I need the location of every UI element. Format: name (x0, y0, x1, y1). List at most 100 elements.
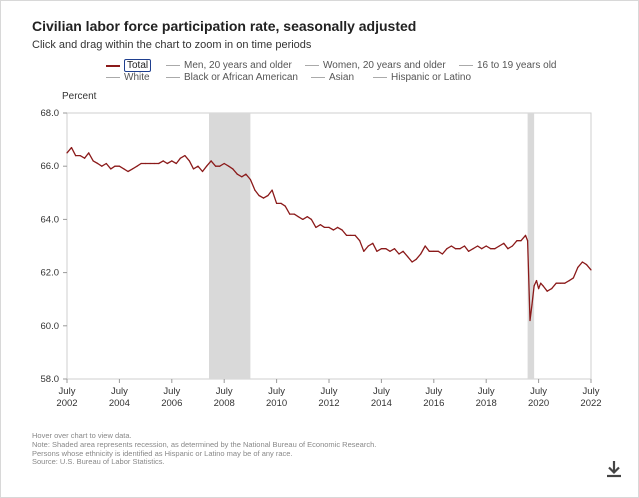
legend-item-white[interactable]: White (106, 72, 150, 83)
data-point (428, 250, 430, 252)
data-point (389, 250, 391, 252)
note-line: Persons whose ethnicity is identified as… (32, 448, 293, 458)
data-point (79, 155, 81, 157)
data-point (245, 173, 247, 175)
data-point (101, 165, 103, 167)
data-point (236, 173, 238, 175)
data-point (511, 245, 513, 247)
data-point (468, 250, 470, 252)
legend-item-hispanic[interactable]: Hispanic or Latino (373, 72, 471, 83)
data-point (92, 160, 94, 162)
data-point (350, 234, 352, 236)
data-point (341, 229, 343, 231)
y-tick-label: 58.0 (41, 374, 60, 385)
recession-band (527, 113, 535, 379)
recession-band (209, 113, 251, 379)
x-tick-label: July (373, 386, 390, 397)
legend-item-asian[interactable]: Asian (311, 72, 354, 83)
data-point (433, 250, 435, 252)
x-tick-label: July (163, 386, 180, 397)
data-point (463, 245, 466, 247)
data-point (446, 248, 448, 250)
data-point (310, 218, 312, 220)
x-tick-label: 2014 (371, 398, 392, 409)
data-point (114, 165, 116, 167)
data-point (97, 162, 99, 165)
data-point (219, 165, 221, 167)
data-point (411, 261, 413, 263)
x-tick-label: 2006 (161, 398, 182, 409)
legend-label: Men, 20 years and older (184, 60, 292, 71)
legend-item-black[interactable]: Black or African American (166, 72, 298, 83)
data-point (267, 194, 269, 197)
data-point (450, 245, 452, 247)
data-point (323, 226, 326, 228)
data-point (363, 250, 365, 252)
data-point (529, 319, 531, 322)
legend-line-icon (373, 77, 387, 78)
data-point (284, 205, 286, 207)
data-point (372, 242, 374, 244)
y-tick-label: 62.0 (41, 268, 60, 279)
data-point (524, 234, 527, 236)
note-line: Hover over chart to view data. (32, 431, 132, 440)
x-tick-label: 2004 (109, 398, 130, 409)
data-point (302, 218, 304, 220)
data-point (306, 216, 308, 218)
x-tick-label: July (111, 386, 128, 397)
legend-label: Total (124, 59, 152, 72)
x-tick-label: July (216, 386, 233, 397)
data-point (555, 282, 557, 284)
data-point (415, 258, 417, 260)
data-point (223, 162, 225, 165)
data-point (581, 261, 584, 263)
x-tick-label: 2022 (580, 398, 601, 409)
legend-line-icon (166, 65, 180, 66)
legend-item-men[interactable]: Men, 20 years and older (166, 60, 292, 71)
y-axis-label: Percent (62, 91, 97, 102)
data-point (297, 216, 299, 218)
legend-item-total[interactable]: Total (106, 59, 152, 72)
data-point (262, 197, 265, 199)
data-point (228, 165, 230, 167)
data-point (359, 240, 361, 242)
data-point (376, 250, 378, 252)
download-icon[interactable] (603, 458, 625, 480)
legend-line-icon (311, 77, 325, 78)
data-point (407, 256, 409, 258)
line-chart[interactable]: 68.066.064.062.060.058.0July2002July2004… (0, 0, 639, 420)
data-point (420, 253, 422, 255)
legend-item-women[interactable]: Women, 20 years and older (305, 60, 446, 71)
data-point (441, 253, 443, 255)
x-tick-label: July (59, 386, 76, 397)
y-tick-label: 66.0 (41, 161, 60, 172)
data-point (149, 162, 151, 165)
x-tick-label: 2010 (266, 398, 287, 409)
data-point (568, 280, 570, 282)
legend-item-16-19[interactable]: 16 to 19 years old (459, 60, 557, 71)
series-line-total (66, 146, 592, 322)
data-point (118, 165, 120, 167)
data-point (540, 282, 542, 284)
data-point (564, 282, 566, 284)
data-point (481, 248, 483, 250)
data-point (188, 160, 190, 162)
data-point (206, 165, 208, 167)
data-point (276, 202, 278, 204)
data-point (110, 168, 112, 170)
data-point (454, 248, 457, 250)
legend-label: 16 to 19 years old (477, 60, 557, 71)
x-tick-label: 2002 (56, 398, 77, 409)
data-point (516, 240, 518, 242)
legend-label: Women, 20 years and older (323, 60, 446, 71)
legend-line-icon (106, 77, 120, 78)
data-point (551, 288, 553, 290)
chart-subtitle: Click and drag within the chart to zoom … (32, 39, 312, 51)
data-point (531, 303, 533, 306)
data-point (393, 248, 396, 250)
data-point (131, 168, 134, 170)
data-point (241, 176, 243, 178)
data-point (538, 288, 540, 290)
data-point (590, 269, 592, 271)
x-tick-label: 2020 (528, 398, 549, 409)
